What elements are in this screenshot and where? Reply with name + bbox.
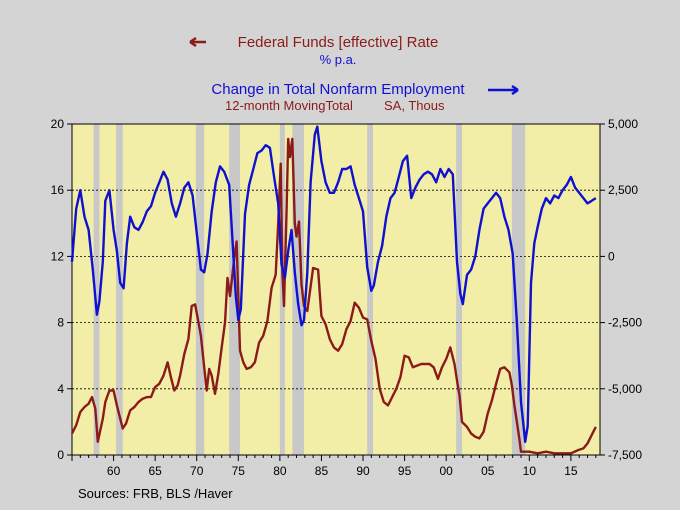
left-tick-label: 20 <box>51 117 65 131</box>
left-series-arrow-icon <box>189 36 206 48</box>
recession-band <box>93 124 100 455</box>
x-tick-label: 05 <box>481 464 495 478</box>
x-tick-label: 00 <box>439 464 453 478</box>
right-tick-label: -2,500 <box>608 316 642 330</box>
recession-band <box>511 124 526 455</box>
right-unit-label: 12-month MovingTotal <box>225 98 353 113</box>
x-tick-label: 10 <box>523 464 537 478</box>
x-tick-label: 75 <box>232 464 246 478</box>
x-tick-label: 80 <box>273 464 287 478</box>
fed-funds-line <box>70 137 597 455</box>
right-tick-label: -5,000 <box>608 382 642 396</box>
right-tick-label: 0 <box>608 249 615 263</box>
x-tick-label: 90 <box>356 464 370 478</box>
x-tick-label: 95 <box>398 464 412 478</box>
right-series-arrow-icon <box>488 84 519 96</box>
recession-band <box>292 124 304 455</box>
recession-band <box>116 124 123 455</box>
employment-line <box>70 125 597 443</box>
left-tick-label: 0 <box>57 448 64 462</box>
series-lines <box>70 125 597 455</box>
left-tick-label: 16 <box>51 183 65 197</box>
left-tick-label: 12 <box>51 249 65 263</box>
right-tick-label: 2,500 <box>608 183 638 197</box>
plot-frame <box>71 123 601 456</box>
right-tick-label: 5,000 <box>608 117 638 131</box>
right-tick-label: -7,500 <box>608 448 642 462</box>
recession-band <box>195 124 205 455</box>
axes: 0 4 8 12 16 20 5,000 2,500 0 -2,500 -5,000 -7,500 60… <box>51 117 643 478</box>
x-tick-label: 70 <box>190 464 204 478</box>
source-note: Sources: FRB, BLS /Haver <box>78 486 233 501</box>
x-tick-label: 85 <box>315 464 329 478</box>
left-tick-label: 8 <box>57 316 64 330</box>
right-series-title: Change in Total Nonfarm Employment <box>211 81 465 98</box>
x-tick-label: 60 <box>107 464 121 478</box>
x-tick-label: 65 <box>148 464 162 478</box>
left-tick-label: 4 <box>57 382 64 396</box>
x-tick-label: 15 <box>564 464 578 478</box>
left-series-title: Federal Funds [effective] Rate <box>238 34 439 51</box>
right-unit-label-2: SA, Thous <box>384 98 445 113</box>
left-unit-label: % p.a. <box>320 52 357 67</box>
